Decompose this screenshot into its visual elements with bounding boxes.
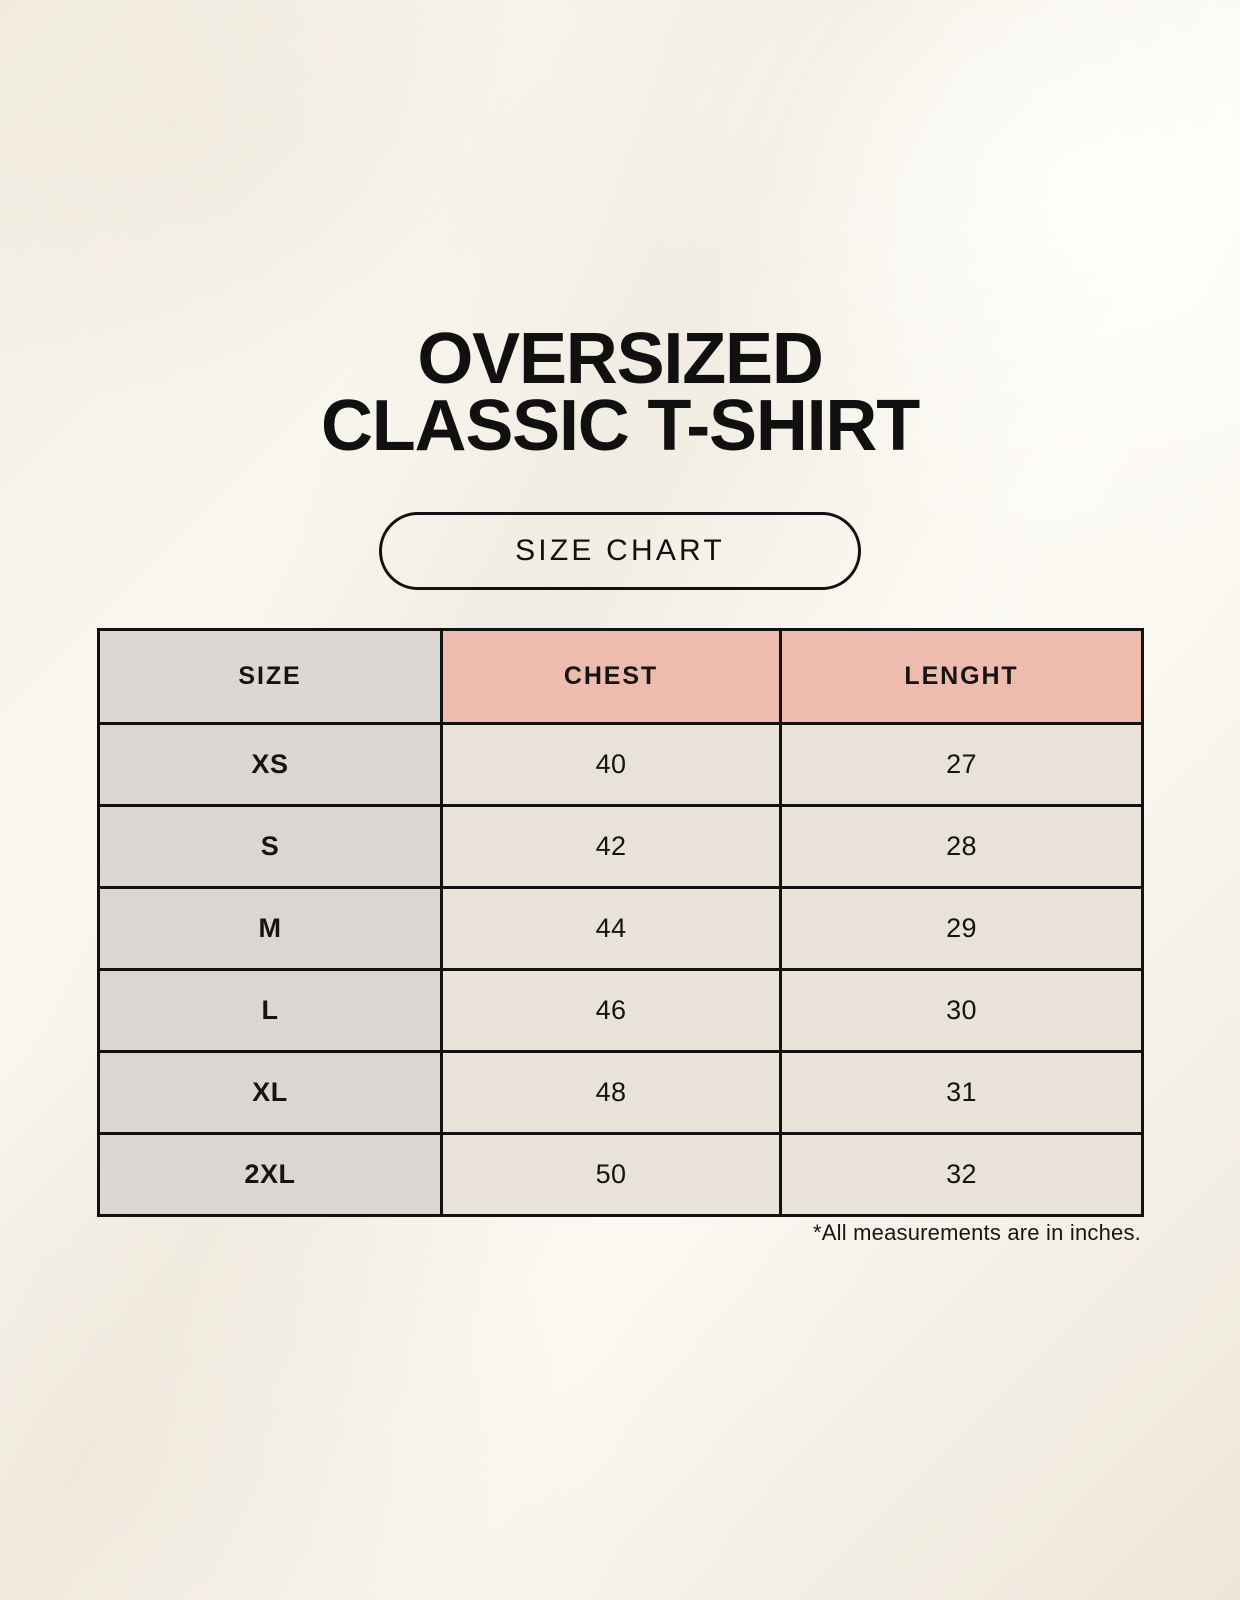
cell-length: 30 — [779, 968, 1144, 1053]
cell-chest: 40 — [440, 722, 782, 807]
cell-size: M — [97, 886, 443, 971]
cell-chest: 42 — [440, 804, 782, 889]
table-row: XL 48 31 — [97, 1050, 1144, 1135]
table-header-row: SIZE CHEST LENGHT — [97, 628, 1144, 725]
column-header-length: LENGHT — [779, 628, 1144, 725]
size-chart-table-container: SIZE CHEST LENGHT XS 40 27 S 42 28 M — [97, 628, 1144, 1217]
column-header-size: SIZE — [97, 628, 443, 725]
page-title: OVERSIZED CLASSIC T-SHIRT — [0, 319, 1240, 466]
cell-size: XL — [97, 1050, 443, 1135]
table-row: S 42 28 — [97, 804, 1144, 889]
table-body: XS 40 27 S 42 28 M 44 29 L 46 30 — [97, 722, 1144, 1217]
cell-size: 2XL — [97, 1132, 443, 1217]
cell-length: 32 — [779, 1132, 1144, 1217]
table-row: M 44 29 — [97, 886, 1144, 971]
cell-length: 31 — [779, 1050, 1144, 1135]
cell-chest: 44 — [440, 886, 782, 971]
table-row: XS 40 27 — [97, 722, 1144, 807]
table-row: 2XL 50 32 — [97, 1132, 1144, 1217]
cell-size: S — [97, 804, 443, 889]
cell-length: 27 — [779, 722, 1144, 807]
cell-length: 29 — [779, 886, 1144, 971]
cell-chest: 48 — [440, 1050, 782, 1135]
measurement-units-note: *All measurements are in inches. — [813, 1220, 1141, 1245]
size-chart-badge-label: SIZE CHART — [515, 534, 725, 567]
size-chart-table: SIZE CHEST LENGHT XS 40 27 S 42 28 M — [97, 628, 1144, 1217]
cell-chest: 50 — [440, 1132, 782, 1217]
size-chart-badge: SIZE CHART — [379, 512, 861, 590]
cell-size: L — [97, 968, 443, 1053]
page-title-line-1: OVERSIZED — [417, 319, 823, 399]
table-header: SIZE CHEST LENGHT — [97, 628, 1144, 725]
page-title-line-2: CLASSIC T-SHIRT — [320, 386, 920, 466]
table-row: L 46 30 — [97, 968, 1144, 1053]
column-header-chest: CHEST — [440, 628, 782, 725]
cell-chest: 46 — [440, 968, 782, 1053]
cell-length: 28 — [779, 804, 1144, 889]
cell-size: XS — [97, 722, 443, 807]
